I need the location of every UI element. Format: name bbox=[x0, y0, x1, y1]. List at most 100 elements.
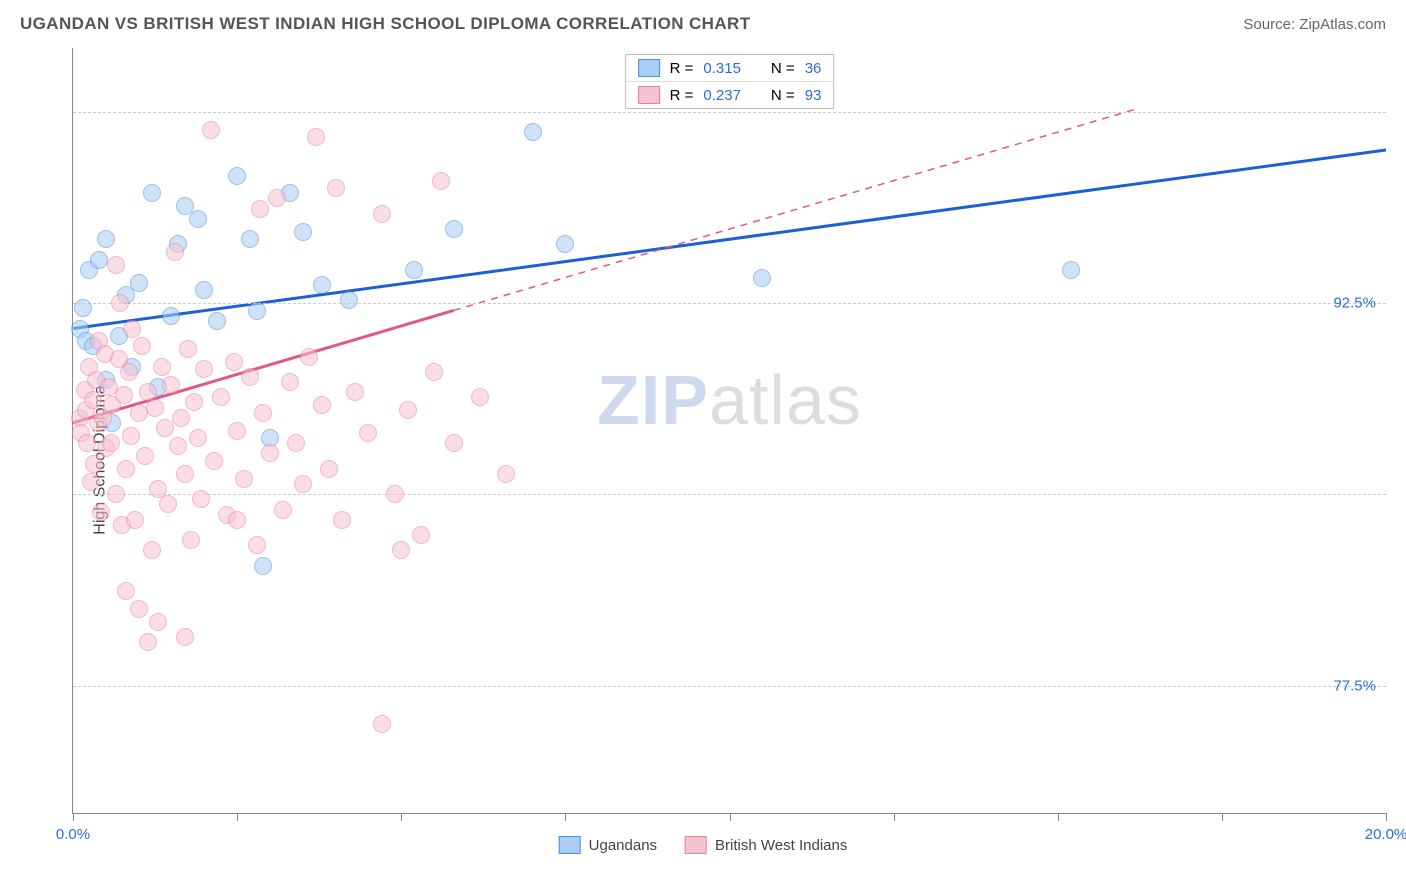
scatter-point bbox=[241, 230, 259, 248]
legend-swatch-bwi bbox=[638, 86, 660, 104]
scatter-point bbox=[274, 501, 292, 519]
x-tick bbox=[237, 813, 238, 821]
scatter-point bbox=[445, 434, 463, 452]
scatter-point bbox=[228, 422, 246, 440]
scatter-point bbox=[359, 424, 377, 442]
source-name: ZipAtlas.com bbox=[1299, 16, 1386, 33]
scatter-point bbox=[136, 447, 154, 465]
scatter-point bbox=[399, 401, 417, 419]
scatter-point bbox=[386, 485, 404, 503]
scatter-point bbox=[248, 536, 266, 554]
source-attribution: Source: ZipAtlas.com bbox=[1243, 16, 1386, 33]
scatter-point bbox=[405, 261, 423, 279]
scatter-point bbox=[117, 460, 135, 478]
scatter-point bbox=[159, 495, 177, 513]
scatter-point bbox=[228, 167, 246, 185]
y-tick-label: 77.5% bbox=[1333, 677, 1376, 694]
gridline bbox=[73, 112, 1386, 113]
scatter-point bbox=[146, 399, 164, 417]
scatter-point bbox=[254, 557, 272, 575]
x-tick bbox=[730, 813, 731, 821]
series-label-ugandans: Ugandans bbox=[589, 837, 657, 854]
scatter-point bbox=[90, 251, 108, 269]
scatter-point bbox=[524, 123, 542, 141]
scatter-point bbox=[425, 363, 443, 381]
watermark-brand-right: atlas bbox=[709, 361, 862, 439]
scatter-point bbox=[313, 276, 331, 294]
scatter-point bbox=[392, 541, 410, 559]
scatter-point bbox=[97, 230, 115, 248]
x-tick-label: 20.0% bbox=[1365, 826, 1406, 843]
gridline bbox=[73, 686, 1386, 687]
x-tick bbox=[565, 813, 566, 821]
scatter-point bbox=[123, 320, 141, 338]
source-prefix: Source: bbox=[1243, 16, 1299, 33]
x-tick bbox=[1058, 813, 1059, 821]
scatter-point bbox=[294, 223, 312, 241]
scatter-point bbox=[251, 200, 269, 218]
scatter-point bbox=[753, 269, 771, 287]
scatter-point bbox=[130, 600, 148, 618]
scatter-point bbox=[373, 715, 391, 733]
scatter-point bbox=[205, 452, 223, 470]
scatter-point bbox=[235, 470, 253, 488]
gridline bbox=[73, 494, 1386, 495]
x-tick-label: 0.0% bbox=[56, 826, 90, 843]
scatter-point bbox=[169, 437, 187, 455]
scatter-point bbox=[192, 490, 210, 508]
scatter-point bbox=[320, 460, 338, 478]
series-label-bwi: British West Indians bbox=[715, 837, 847, 854]
scatter-point bbox=[1062, 261, 1080, 279]
scatter-point bbox=[130, 274, 148, 292]
scatter-point bbox=[254, 404, 272, 422]
series-legend: Ugandans British West Indians bbox=[559, 836, 848, 854]
n-value-ugandans: 36 bbox=[805, 60, 822, 77]
scatter-point bbox=[126, 511, 144, 529]
scatter-point bbox=[340, 291, 358, 309]
scatter-point bbox=[182, 531, 200, 549]
y-tick-label: 92.5% bbox=[1333, 295, 1376, 312]
x-tick bbox=[894, 813, 895, 821]
scatter-point bbox=[281, 373, 299, 391]
r-value-ugandans: 0.315 bbox=[703, 60, 741, 77]
series-legend-item: Ugandans bbox=[559, 836, 657, 854]
correlation-legend-row: R = 0.237 N = 93 bbox=[626, 81, 834, 108]
x-tick bbox=[1386, 813, 1387, 821]
scatter-point bbox=[189, 210, 207, 228]
scatter-point bbox=[107, 485, 125, 503]
scatter-point bbox=[162, 307, 180, 325]
scatter-point bbox=[268, 189, 286, 207]
scatter-point bbox=[228, 511, 246, 529]
scatter-point bbox=[115, 386, 133, 404]
scatter-point bbox=[84, 391, 102, 409]
x-tick bbox=[401, 813, 402, 821]
r-value-bwi: 0.237 bbox=[703, 87, 741, 104]
series-legend-item: British West Indians bbox=[685, 836, 847, 854]
scatter-point bbox=[78, 434, 96, 452]
scatter-point bbox=[92, 503, 110, 521]
watermark-brand-left: ZIP bbox=[597, 361, 709, 439]
scatter-point bbox=[212, 388, 230, 406]
scatter-point bbox=[149, 613, 167, 631]
scatter-point bbox=[189, 429, 207, 447]
scatter-point bbox=[111, 294, 129, 312]
scatter-point bbox=[143, 184, 161, 202]
scatter-point bbox=[202, 121, 220, 139]
scatter-point bbox=[139, 633, 157, 651]
scatter-point bbox=[74, 299, 92, 317]
scatter-point bbox=[300, 348, 318, 366]
scatter-point bbox=[373, 205, 391, 223]
scatter-point bbox=[162, 376, 180, 394]
chart-container: High School Diploma ZIPatlas R = 0.315 N… bbox=[20, 48, 1386, 872]
legend-swatch-bwi bbox=[685, 836, 707, 854]
plot-area: ZIPatlas R = 0.315 N = 36 R = 0.237 N = … bbox=[72, 48, 1386, 814]
scatter-point bbox=[176, 628, 194, 646]
scatter-point bbox=[497, 465, 515, 483]
scatter-point bbox=[313, 396, 331, 414]
n-value-bwi: 93 bbox=[805, 87, 822, 104]
scatter-point bbox=[248, 302, 266, 320]
scatter-point bbox=[117, 582, 135, 600]
scatter-point bbox=[412, 526, 430, 544]
scatter-point bbox=[130, 404, 148, 422]
scatter-point bbox=[133, 337, 151, 355]
